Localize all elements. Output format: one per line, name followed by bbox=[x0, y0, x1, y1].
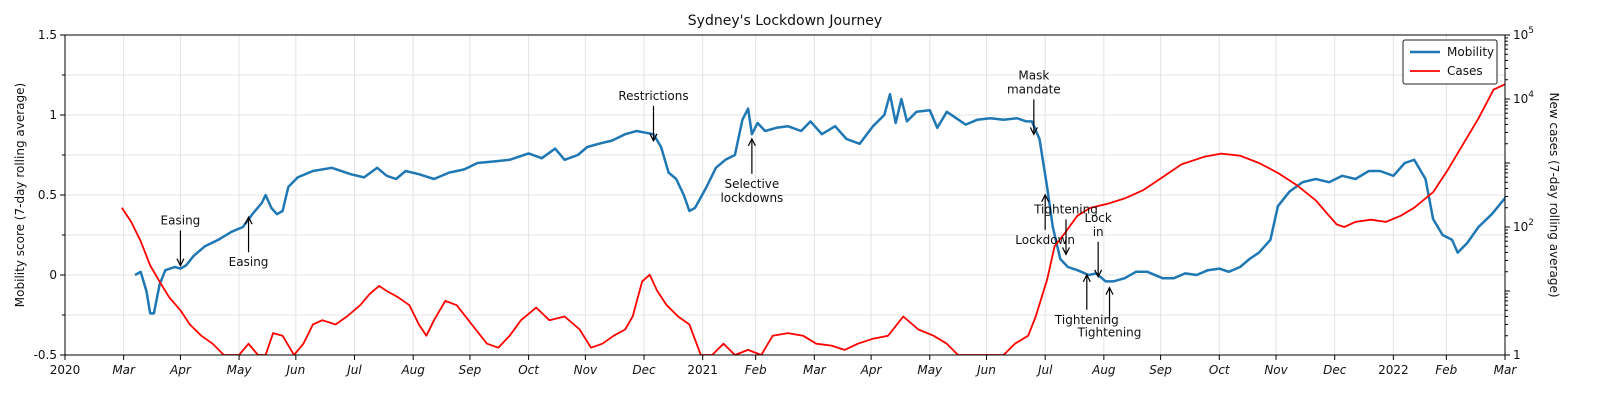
annotation-label: Restrictions bbox=[618, 89, 688, 103]
mobility-series-line bbox=[135, 94, 1562, 313]
annotation-label: lockdowns bbox=[720, 191, 783, 205]
x-tick-label: Feb bbox=[745, 363, 767, 377]
annotation-layer: Easing Easing Restrictions Selectivelockdow… bbox=[161, 68, 1142, 339]
x-tick-label: Sep bbox=[459, 363, 482, 377]
x-tick-label: Oct bbox=[518, 363, 540, 377]
y-axis-title: Mobility score (7-day rolling average) bbox=[13, 83, 27, 307]
chart-title: Sydney's Lockdown Journey bbox=[688, 13, 882, 29]
x-tick-label: Aug bbox=[400, 363, 425, 377]
y2-tick-exponent: 4 bbox=[1528, 90, 1534, 100]
y2-tick-base: 1 bbox=[1513, 348, 1521, 362]
annotation-label: Easing bbox=[229, 255, 269, 269]
x-tick-label: Mar bbox=[1494, 363, 1518, 377]
annotation-label: Lock bbox=[1084, 211, 1111, 225]
y-tick-label: 0 bbox=[49, 268, 57, 282]
legend-label-cases: Cases bbox=[1447, 64, 1483, 78]
x-tick-label: Dec bbox=[632, 363, 656, 377]
legend-label-mobility: Mobility bbox=[1447, 45, 1494, 59]
annotation-label: Selective bbox=[724, 177, 779, 191]
legend: Mobility Cases bbox=[1403, 40, 1497, 84]
y2-tick-base: 10 bbox=[1513, 28, 1528, 42]
y2-tick-label: 105 bbox=[1513, 26, 1534, 42]
y2-tick-label: 1 bbox=[1513, 348, 1521, 362]
y2-tick-label: 102 bbox=[1513, 218, 1534, 234]
y2-tick-exponent: 2 bbox=[1528, 218, 1534, 228]
x-tick-label: Apr bbox=[169, 363, 192, 377]
annotation-label: Tightening bbox=[1077, 326, 1142, 340]
annotation-label: mandate bbox=[1007, 82, 1061, 96]
x-tick-label: Feb bbox=[1435, 363, 1457, 377]
x-tick-label: Oct bbox=[1209, 363, 1231, 377]
y2-tick-base: 10 bbox=[1513, 220, 1528, 234]
x-tick-label: Mar bbox=[112, 363, 136, 377]
y-tick-label: -0.5 bbox=[34, 348, 57, 362]
x-tick-label: 2020 bbox=[50, 363, 81, 377]
x-tick-label: Jun bbox=[975, 363, 996, 377]
y2-tick-label: 104 bbox=[1513, 90, 1534, 106]
y2-tick-exponent: 5 bbox=[1528, 26, 1534, 36]
x-tick-label: Apr bbox=[860, 363, 883, 377]
y2-tick-base: 10 bbox=[1513, 92, 1528, 106]
series-layer bbox=[122, 84, 1566, 355]
x-tick-label: Aug bbox=[1091, 363, 1116, 377]
grid-layer bbox=[65, 35, 1505, 355]
x-tick-label: May bbox=[227, 363, 253, 377]
x-tick-label: Nov bbox=[574, 363, 598, 377]
y-tick-label: 0.5 bbox=[38, 188, 57, 202]
x-tick-label: Jun bbox=[284, 363, 305, 377]
annotation-label: Easing bbox=[161, 214, 201, 228]
y2-axis-title: New cases (7-day rolling average) bbox=[1547, 92, 1561, 297]
annotation-label: Mask bbox=[1018, 68, 1049, 82]
x-tick-label: May bbox=[917, 363, 943, 377]
x-tick-label: Jul bbox=[1036, 363, 1053, 377]
x-tick-label: Sep bbox=[1149, 363, 1172, 377]
x-tick-label: Mar bbox=[803, 363, 827, 377]
cases-series-line bbox=[122, 84, 1566, 355]
x-tick-label: Jul bbox=[345, 363, 362, 377]
y-tick-label: 1 bbox=[49, 108, 57, 122]
x-tick-label: Dec bbox=[1323, 363, 1347, 377]
x-tick-label: Nov bbox=[1264, 363, 1288, 377]
annotation-label: in bbox=[1093, 225, 1104, 239]
x-tick-label: 2021 bbox=[687, 363, 718, 377]
annotation: Easing bbox=[161, 214, 201, 266]
y-tick-label: 1.5 bbox=[38, 28, 57, 42]
annotation: Easing bbox=[229, 217, 269, 269]
x-tick-label: 2022 bbox=[1378, 363, 1409, 377]
